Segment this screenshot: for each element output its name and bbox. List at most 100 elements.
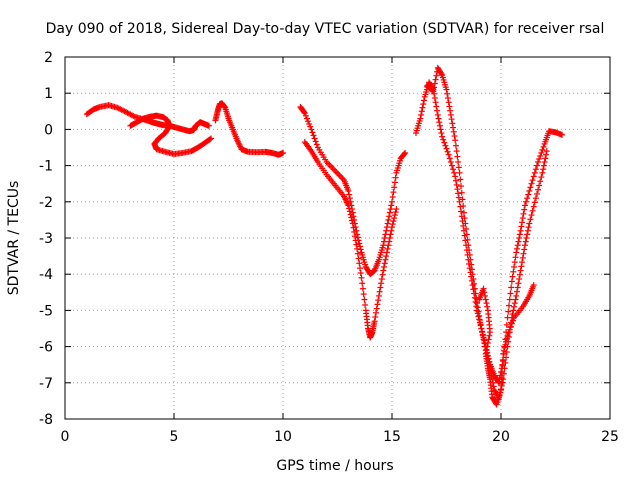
data-point [463,231,470,238]
data-point [512,254,519,261]
data-point [453,148,460,155]
data-point [360,291,367,298]
x-axis-label: GPS time / hours [276,458,393,474]
data-point [460,209,467,216]
data-series-5 [301,139,400,341]
data-point [463,225,470,232]
data-point [460,203,467,210]
data-point [454,153,461,160]
y-tick-label: 0 [44,122,53,138]
data-point [353,241,360,248]
data-point [530,173,537,180]
data-point [447,111,454,118]
data-point [389,193,396,200]
data-point [440,136,447,143]
data-points [83,64,566,408]
data-point [476,317,483,324]
data-point [540,143,547,150]
data-point [375,292,382,299]
data-point [502,341,509,348]
data-point [513,292,520,299]
data-point [384,220,391,227]
data-point [280,149,286,156]
data-point [378,276,385,283]
y-tick-label: -8 [39,412,53,428]
data-point [511,259,518,266]
data-point [538,174,545,181]
data-point [459,196,466,203]
data-point [502,359,509,366]
data-point [535,158,542,165]
data-point [475,308,482,315]
data-point [520,210,527,217]
data-point [206,136,213,143]
data-point [527,184,534,191]
data-point [540,166,547,173]
data-point [356,260,363,267]
data-point [306,120,313,127]
data-point [474,304,481,311]
data-point [354,234,361,241]
data-point [444,95,451,102]
data-point [346,191,353,198]
data-point [516,231,523,238]
data-point [541,158,548,165]
data-point [529,207,536,214]
data-point [512,296,519,303]
data-series-8 [476,282,537,408]
data-point [452,173,459,180]
data-point [462,220,469,227]
data-point [508,278,515,285]
data-point [511,300,518,307]
data-point [519,215,526,222]
data-point [345,187,352,194]
data-point [205,122,212,129]
x-tick-label: 20 [492,429,510,445]
data-point [503,335,510,342]
data-point [302,112,309,119]
data-point [508,284,515,291]
data-point [420,101,427,108]
data-point [513,249,520,256]
data-point [452,177,459,184]
data-point [467,256,474,263]
data-point [454,186,461,193]
data-point [526,220,533,227]
data-point [476,312,483,319]
data-point [451,169,458,176]
data-point [526,187,533,194]
data-point [432,76,439,83]
data-point [346,195,353,202]
data-point [516,271,523,278]
data-point [455,158,462,165]
data-point [527,216,534,223]
data-point [535,186,542,193]
data-point [464,236,471,243]
data-point [522,238,529,245]
data-point [457,176,464,183]
data-point [373,305,380,312]
data-point [438,70,445,77]
data-point [375,297,382,304]
data-point [530,203,537,210]
data-series-2 [127,112,215,158]
data-point [499,368,506,375]
data-point [473,295,480,302]
data-point [451,133,458,140]
data-point [371,318,378,325]
data-point [517,267,524,274]
data-point [442,142,449,149]
data-point [417,115,424,122]
data-point [461,215,468,222]
data-point [346,208,353,215]
data-point [352,237,359,244]
data-point [525,191,532,198]
data-point [383,253,390,260]
data-point [498,381,505,388]
data-point [391,184,398,191]
data-point [515,238,522,245]
data-point [536,182,543,189]
data-point [346,205,353,212]
y-tick-label: -6 [39,340,53,356]
